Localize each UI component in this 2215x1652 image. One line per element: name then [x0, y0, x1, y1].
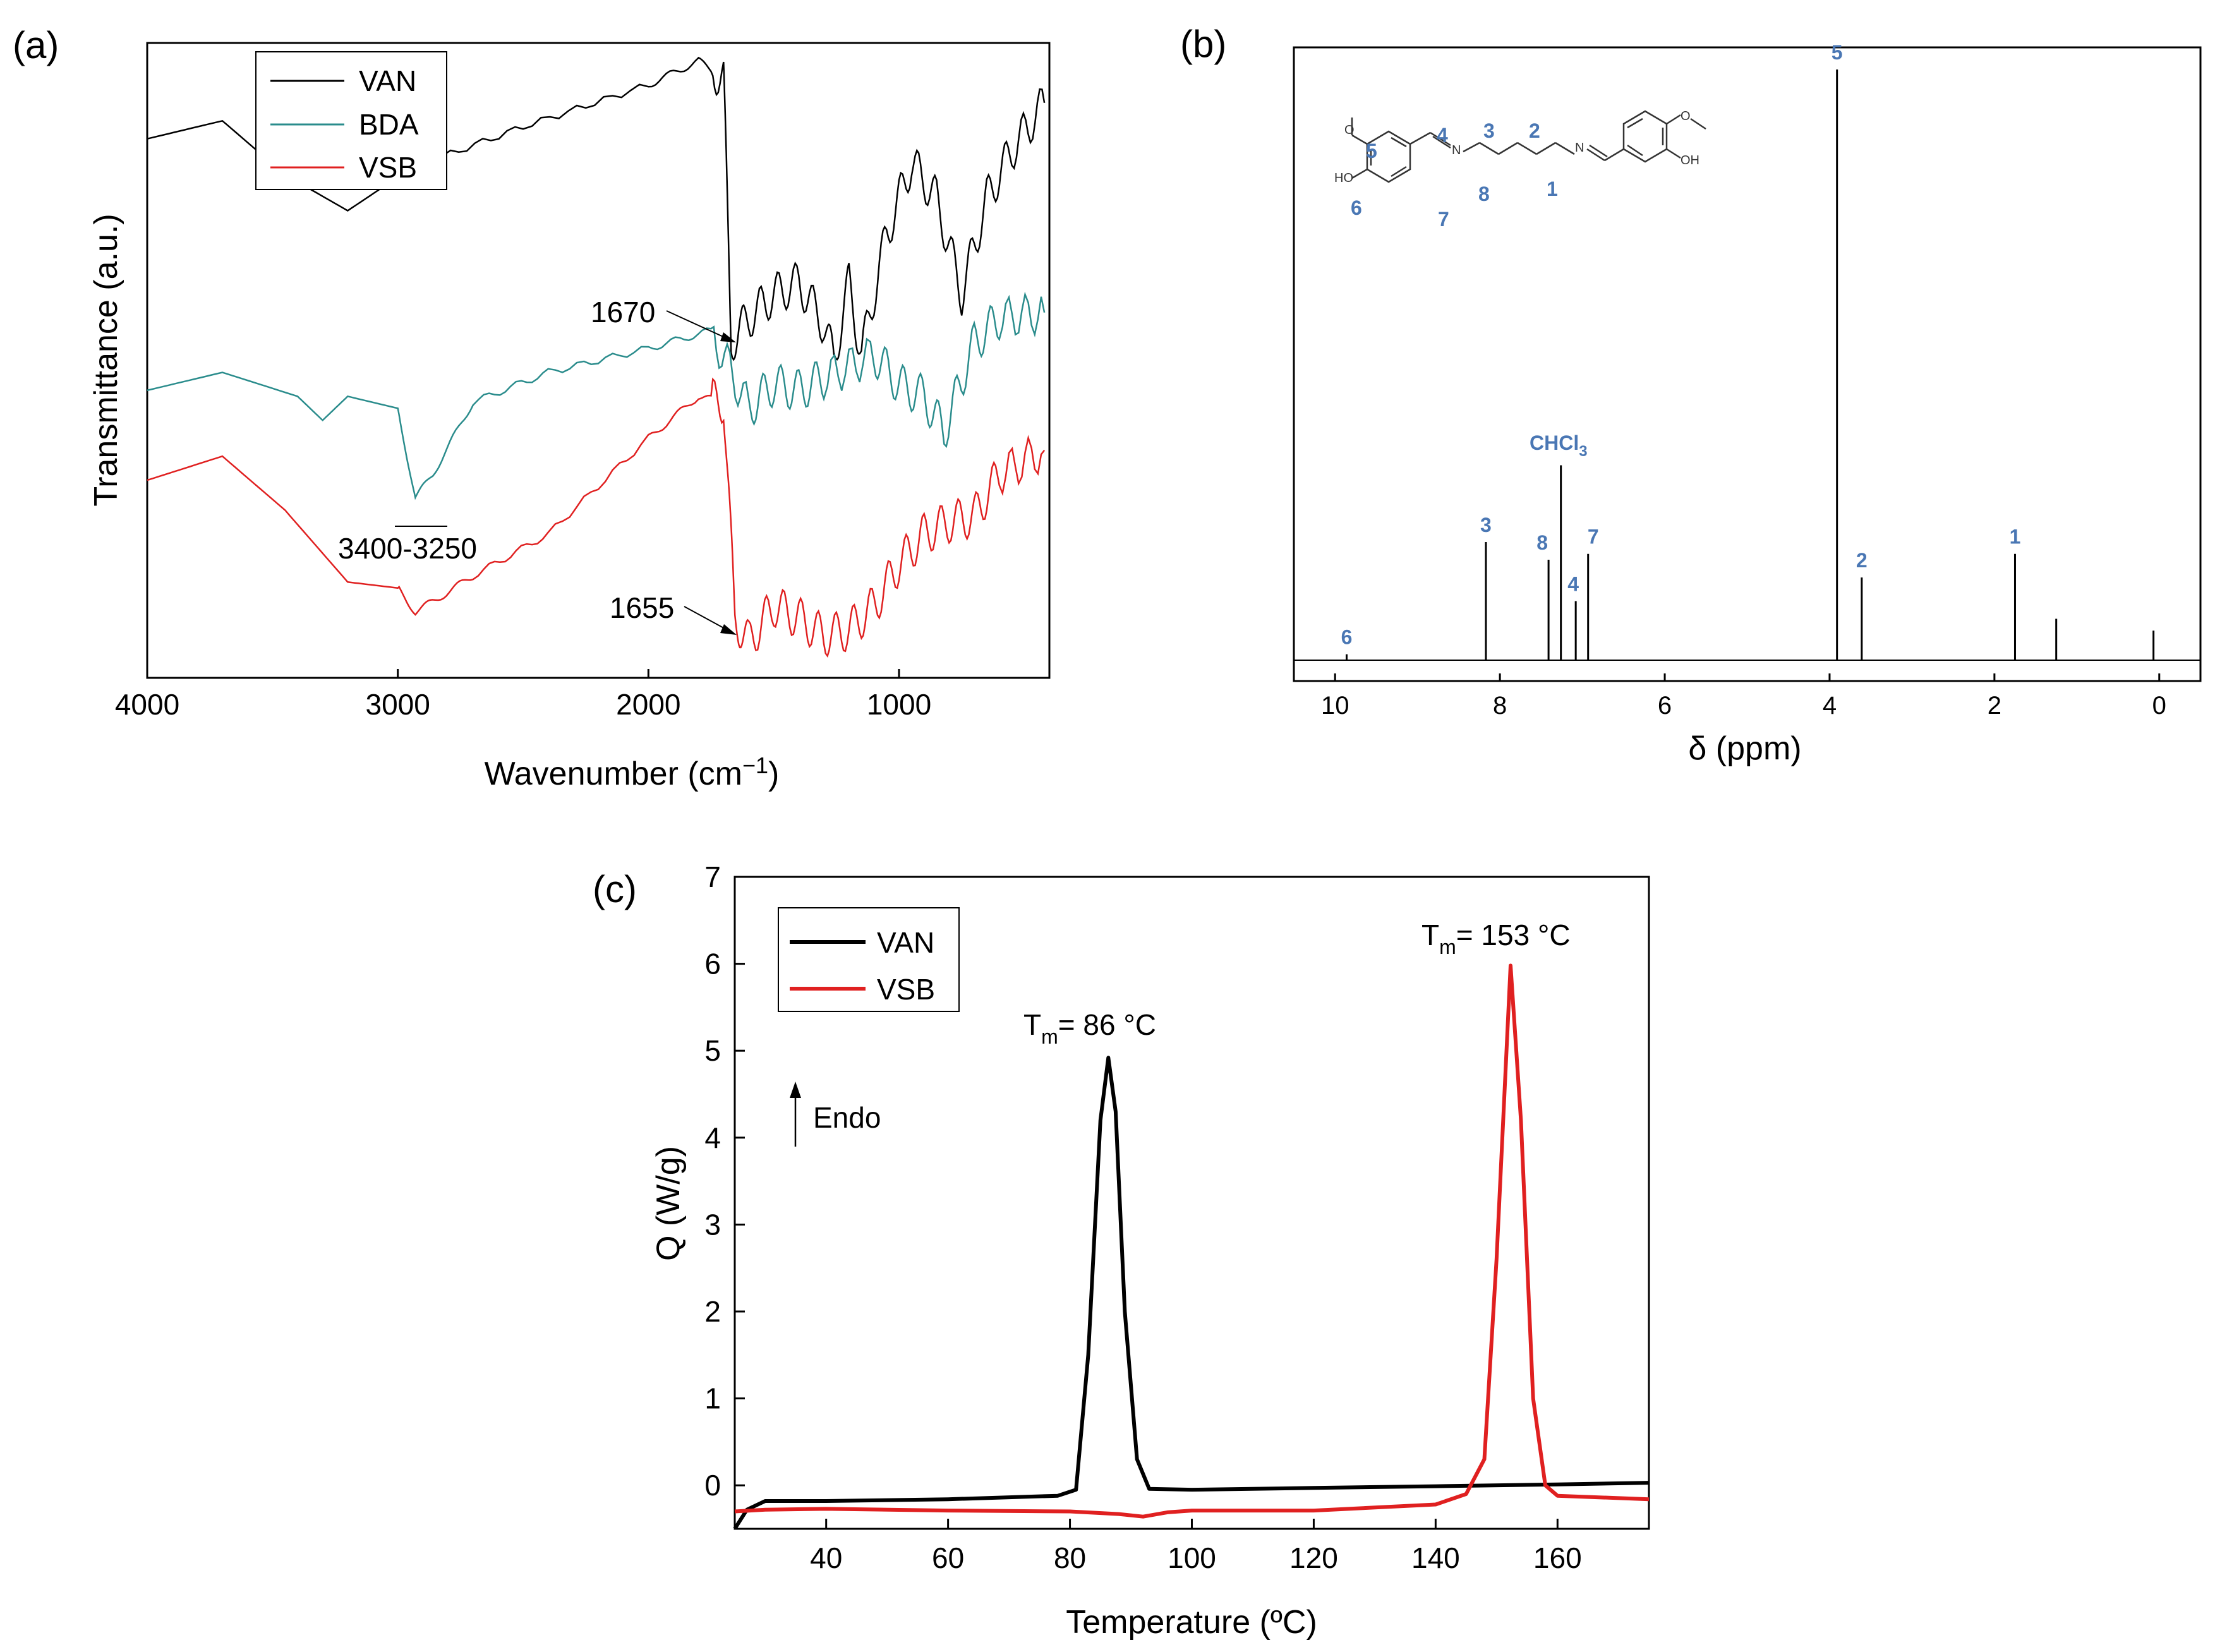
annotation-van-tm: Tm= 86 °C: [1023, 1008, 1156, 1048]
molecule-atoms: N N O OH HO O: [1334, 109, 1699, 185]
panel-a-y-axis-label: Transmittance (a.u.): [88, 214, 124, 506]
panel-c-y-tick-label-6: 6: [704, 948, 721, 980]
peak-label-8: 8: [1536, 531, 1548, 554]
panel-c-x-tick-label-40: 40: [810, 1541, 842, 1574]
panel-c-label: (c): [593, 868, 637, 910]
series-line-c-van: [733, 1056, 1650, 1530]
panel-a-x-tick-label-4000: 4000: [115, 688, 179, 721]
panel-b-x-axis: 10 8 6 4 2 0: [1321, 673, 2166, 720]
panel-c-x-tick-label-120: 120: [1289, 1541, 1338, 1574]
panel-c-y-tick-label-1: 1: [704, 1382, 721, 1415]
legend-label-vsb: VSB: [359, 151, 417, 184]
panel-c-y-tick-label-4: 4: [704, 1121, 721, 1154]
annotation-endo: Endo: [813, 1101, 881, 1134]
series-line-vsb: [147, 377, 1046, 658]
panel-c-y-tick-label-0: 0: [704, 1469, 721, 1502]
peak-label-3: 3: [1480, 514, 1492, 536]
svg-text:N: N: [1452, 143, 1461, 157]
panel-c-series: [733, 963, 1650, 1530]
legend-label-van: VAN: [359, 64, 416, 97]
panel-c: (c) 40 60 80 100 120 140 160 0 1 2 3 4 5 6 7 Temperat…: [593, 860, 1650, 1641]
panel-c-x-tick-label-80: 80: [1054, 1541, 1086, 1574]
panel-c-y-tick-label-3: 3: [704, 1208, 721, 1241]
panel-b-x-tick-label-6: 6: [1658, 692, 1672, 720]
svg-text:O: O: [1681, 109, 1691, 123]
annotation-1655: 1655: [610, 591, 674, 624]
peak-label-2: 2: [1856, 549, 1868, 572]
annotation-3400-3250: 3400-3250: [338, 532, 477, 565]
svg-text:OH: OH: [1681, 154, 1699, 167]
panel-b-label: (b): [1180, 23, 1226, 65]
structure-label-2: 2: [1529, 119, 1540, 142]
panel-a-x-tick-label-3000: 3000: [365, 688, 430, 721]
panel-b-spectrum: [1294, 69, 2200, 661]
structure-label-7: 7: [1438, 208, 1449, 231]
molecule-atom-labels: 5 4 3 2 1 6 7 8: [1351, 119, 1558, 231]
panel-a-label: (a): [13, 24, 59, 66]
panel-c-y-axis-label: Q (W/g): [650, 1146, 687, 1261]
structure-label-8: 8: [1478, 183, 1490, 205]
panel-b-x-tick-label-10: 10: [1321, 692, 1349, 720]
panel-b-x-tick-label-0: 0: [2152, 692, 2166, 720]
structure-label-6: 6: [1351, 196, 1362, 219]
legend-label-bda: BDA: [359, 108, 419, 141]
structure-label-5: 5: [1366, 140, 1377, 162]
panel-c-x-tick-label-140: 140: [1411, 1541, 1460, 1574]
panel-c-x-axis-label: Temperature (ºC): [1066, 1604, 1317, 1641]
panel-a-frame: [146, 42, 1051, 679]
structure-label-3: 3: [1483, 119, 1495, 142]
peak-label-7: 7: [1588, 526, 1599, 548]
svg-text:HO: HO: [1334, 171, 1353, 185]
panel-c-y-tick-label-2: 2: [704, 1295, 721, 1328]
structure-label-4: 4: [1437, 124, 1448, 147]
panel-a-x-tick-label-2000: 2000: [616, 688, 680, 721]
peak-label-4: 4: [1567, 573, 1579, 596]
molecule-structure: [1351, 110, 1706, 183]
series-line-bda: [147, 291, 1046, 500]
peak-label-1: 1: [2010, 526, 2021, 548]
panel-b-x-tick-label-4: 4: [1823, 692, 1837, 720]
panel-b-x-axis-label: δ (ppm): [1688, 730, 1801, 767]
panel-a-legend: VAN BDA VSB: [255, 51, 447, 190]
annotation-1655-arrowhead: [720, 624, 737, 635]
annotation-1670-arrow: [666, 310, 733, 342]
panel-c-legend-box: [778, 907, 960, 1012]
peak-label-6: 6: [1341, 626, 1353, 649]
legend-label-vsb-c: VSB: [877, 973, 935, 1006]
panel-a-x-axis-label: Wavenumber (cm−1): [485, 752, 780, 792]
panel-a-x-axis: 4000 3000 2000 1000: [115, 669, 931, 721]
peak-label-chcl3: CHCl3: [1530, 431, 1588, 460]
peak-label-5: 5: [1832, 41, 1843, 64]
panel-c-y-axis: 0 1 2 3 4 5 6 7: [704, 860, 745, 1502]
right-benzene-ring: [1622, 110, 1668, 163]
panel-c-x-tick-label-60: 60: [932, 1541, 964, 1574]
svg-text:O: O: [1344, 123, 1355, 137]
panel-b-frame: [1293, 46, 2202, 682]
panel-c-y-tick-label-7: 7: [704, 860, 721, 893]
panel-b-x-tick-label-2: 2: [1988, 692, 2001, 720]
panel-a: (a) 4000 3000 2000 1000 Wavenumber (cm−1) T…: [13, 24, 1051, 792]
panel-c-x-tick-label-160: 160: [1533, 1541, 1582, 1574]
panel-c-x-tick-label-100: 100: [1168, 1541, 1216, 1574]
annotation-1670-arrowhead: [720, 332, 736, 342]
annotation-vsb-tm: Tm= 153 °C: [1421, 919, 1571, 958]
panel-b-x-tick-label-8: 8: [1493, 692, 1507, 720]
panel-c-x-axis: 40 60 80 100 120 140 160: [810, 1519, 1582, 1574]
svg-text:N: N: [1575, 141, 1584, 155]
endo-arrowhead: [790, 1082, 801, 1098]
panel-a-x-tick-label-1000: 1000: [867, 688, 931, 721]
annotation-1670: 1670: [591, 296, 655, 329]
series-line-c-vsb: [734, 963, 1650, 1519]
panel-c-legend: VAN VSB: [778, 907, 960, 1012]
legend-label-van-c: VAN: [877, 926, 934, 959]
structure-label-1: 1: [1547, 178, 1558, 200]
panel-c-y-tick-label-5: 5: [704, 1034, 721, 1067]
